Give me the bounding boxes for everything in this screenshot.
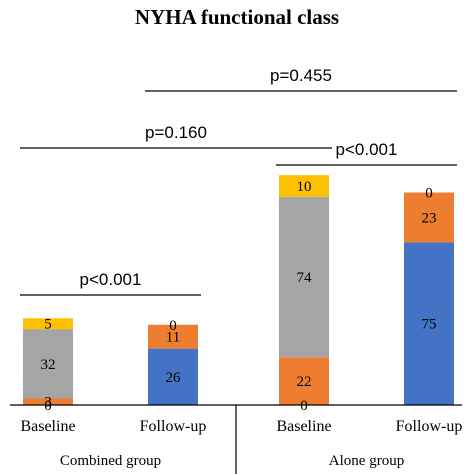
segment-label-1-1: 11 (166, 330, 180, 346)
bar-segment-3-1 (404, 192, 454, 243)
x-tick-label: Baseline (276, 418, 331, 435)
significance-brackets: p<0.001 p=0.160 p<0.001 p=0.455 (20, 66, 457, 296)
x-tick-labels: Baseline Follow-up Baseline Follow-up (20, 418, 462, 435)
x-tick-label: Baseline (20, 418, 75, 435)
group-labels: Combined group Alone group (60, 453, 404, 469)
bar-segment-0-1 (23, 398, 73, 405)
segment-label-0-2: 32 (41, 357, 56, 373)
bar-segment-3-0 (404, 242, 454, 405)
segment-label-0-1: 3 (44, 395, 52, 411)
segment-label-0-3: 5 (44, 317, 52, 333)
segment-label-0-0: 0 (44, 398, 52, 414)
bar-segment-0-2 (23, 329, 73, 399)
group-label: Combined group (60, 453, 161, 469)
x-tick-label: Follow-up (396, 418, 463, 435)
x-tick-label: Follow-up (140, 418, 207, 435)
p-value-label: p=0.455 (270, 66, 332, 85)
bar-segment-1-1 (148, 324, 198, 349)
p-value-label: p=0.160 (145, 123, 207, 142)
segment-label-2-2: 74 (297, 270, 313, 286)
segment-label-1-0: 26 (166, 370, 182, 386)
bar-segment-2-3 (279, 175, 329, 197)
p-value-label: p<0.001 (80, 270, 142, 289)
bar-segment-2-2 (279, 196, 329, 358)
chart-title: NYHA functional class (135, 5, 339, 29)
bars (23, 175, 454, 405)
segment-label-2-0: 0 (300, 398, 308, 414)
segment-label-3-3: 0 (425, 186, 433, 202)
bar-segment-0-3 (23, 318, 73, 330)
bar-segment-2-1 (279, 357, 329, 405)
group-label: Alone group (329, 453, 404, 469)
bar-segment-1-0 (148, 348, 198, 405)
segment-label-3-0: 75 (422, 317, 437, 333)
p-value-label: p<0.001 (336, 140, 398, 159)
segment-label-2-3: 10 (297, 179, 312, 195)
segment-label-3-1: 23 (422, 210, 437, 226)
segment-label-2-1: 22 (297, 374, 312, 390)
segment-label-1-3: 0 (169, 318, 177, 334)
